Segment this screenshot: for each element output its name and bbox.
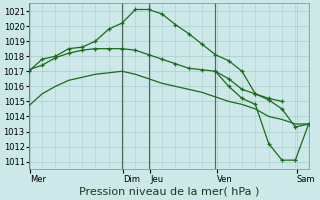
X-axis label: Pression niveau de la mer( hPa ): Pression niveau de la mer( hPa ): [78, 187, 259, 197]
